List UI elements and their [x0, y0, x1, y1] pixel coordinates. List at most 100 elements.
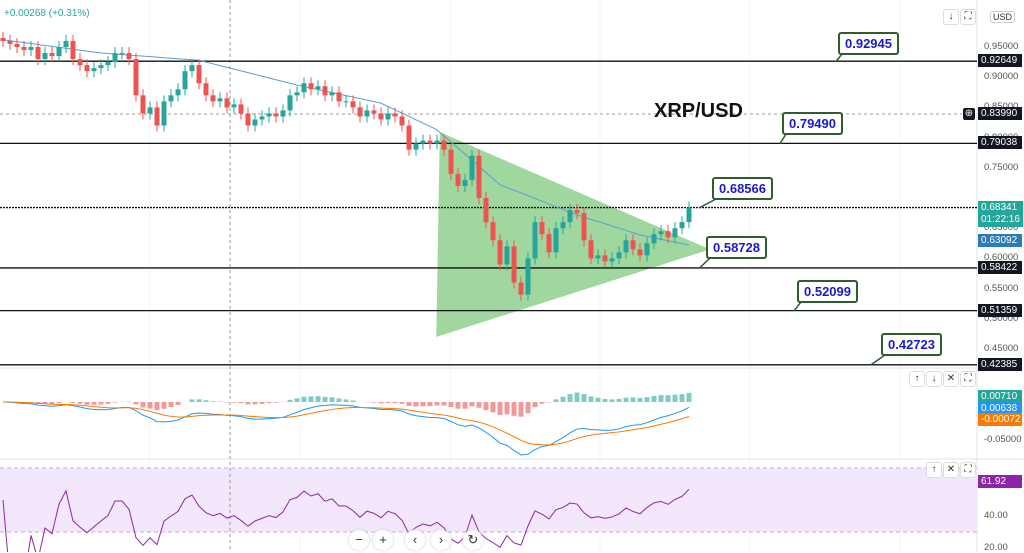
macd-histogram-bar [519, 402, 524, 417]
macd-histogram-bar [323, 397, 328, 402]
macd-histogram-bar [554, 399, 559, 402]
macd-histogram-bar [428, 402, 433, 406]
candle-body [43, 53, 48, 59]
scroll-right-button[interactable]: › [431, 530, 451, 550]
level-price-label: 0.42385 [978, 358, 1022, 371]
macd-histogram-bar [372, 402, 377, 403]
macd-histogram-bar [379, 402, 384, 403]
macd-histogram-bar [99, 402, 104, 405]
macd-histogram-bar [575, 393, 580, 402]
candle-body [687, 208, 692, 222]
candle-body [386, 113, 391, 119]
candle-body [134, 59, 139, 95]
ma-price: 0.63092 [978, 234, 1022, 247]
candle-body [673, 228, 678, 237]
macd-histogram-bar [274, 402, 279, 403]
candle-body [246, 113, 251, 125]
macd-histogram-bar [204, 400, 209, 402]
candle-body [204, 83, 209, 95]
macd-histogram-bar [680, 394, 685, 402]
macd-histogram-bar [659, 395, 664, 402]
candle-body [589, 240, 594, 258]
macd-histogram-bar [589, 396, 594, 402]
macd-histogram-bar [309, 396, 314, 402]
crosshair-add-icon[interactable]: ⊕ [963, 108, 975, 120]
candle-body [666, 231, 671, 237]
candle-body [344, 101, 349, 102]
candle-body [428, 141, 433, 144]
macd-histogram-bar [414, 402, 419, 407]
zoom-in-button[interactable]: + [373, 530, 393, 550]
reset-button[interactable]: ↻ [463, 530, 483, 550]
candle-body [372, 110, 377, 113]
macd-histogram-bar [624, 398, 629, 402]
candle-body [498, 240, 503, 264]
currency-label[interactable]: USD [990, 11, 1015, 23]
last-price-label: 0.68341 01:22:16 [978, 201, 1023, 227]
macd-histogram-bar [505, 402, 510, 414]
candle-body [533, 222, 538, 258]
candle-body [561, 222, 566, 228]
candle-body [449, 150, 454, 174]
candle-body [260, 116, 265, 119]
candle-body [540, 222, 545, 234]
candle-body [554, 228, 559, 252]
pane-up-button[interactable]: ↑ [909, 371, 925, 387]
candle-body [71, 41, 76, 59]
macd-histogram-bar [638, 398, 643, 402]
macd-histogram-bar [162, 402, 167, 409]
candle-body [638, 249, 643, 255]
candle-body [491, 222, 496, 240]
rsi-up-button[interactable]: ↑ [926, 462, 942, 478]
rsi-maximize-button[interactable]: ⛶ [960, 462, 976, 478]
macd-histogram-bar [540, 402, 545, 404]
macd-histogram-bar [57, 402, 62, 403]
candle-body [239, 104, 244, 113]
macd-histogram-bar [666, 395, 671, 402]
pane-down-button[interactable]: ↓ [926, 371, 942, 387]
rsi-value: 61.92 [978, 475, 1022, 488]
macd-histogram-bar [407, 402, 412, 406]
candle-body [29, 47, 34, 50]
macd-tick: -0.05000 [984, 434, 1022, 445]
candle-body [281, 110, 286, 116]
candle-body [225, 98, 230, 107]
pane-maximize-button[interactable]: ⛶ [960, 371, 976, 387]
candle-body [295, 92, 300, 95]
macd-histogram-bar [260, 402, 265, 404]
candle-body [127, 53, 132, 59]
candle-body [288, 95, 293, 110]
zoom-out-button[interactable]: − [349, 530, 369, 550]
level-price-label: 0.92649 [978, 54, 1022, 67]
candle-body [78, 59, 83, 65]
macd-histogram-bar [533, 402, 538, 407]
macd-histogram-bar [568, 394, 573, 402]
macd-histogram-bar [386, 402, 391, 403]
macd-histogram-bar [288, 400, 293, 402]
macd-histogram-bar [85, 402, 90, 405]
maximize-button[interactable]: ⛶ [960, 9, 976, 25]
candle-body [232, 104, 237, 107]
scroll-left-button[interactable]: ‹ [405, 530, 425, 550]
candle-body [547, 234, 552, 252]
candle-body [274, 113, 279, 116]
rsi-close-button[interactable]: ✕ [943, 462, 959, 478]
candle-body [176, 89, 181, 95]
candle-body [519, 283, 524, 295]
candle-body [267, 113, 272, 116]
macd-histogram-bar [512, 402, 517, 416]
macd-histogram-bar [267, 402, 272, 403]
macd-histogram-bar [484, 402, 489, 410]
macd-histogram-bar [526, 402, 531, 413]
macd-histogram-bar [239, 402, 244, 403]
pane-close-button[interactable]: ✕ [943, 371, 959, 387]
scroll-down-button[interactable]: ↓ [943, 9, 959, 25]
macd-histogram-bar [71, 402, 76, 403]
macd-histogram-bar [148, 402, 153, 409]
header-change: +0.00268 (+0.31%) [4, 8, 90, 19]
macd-histogram-bar [295, 398, 300, 402]
price-tick: 0.90000 [984, 71, 1018, 82]
candle-body [407, 126, 412, 150]
macd-histogram-bar [190, 399, 195, 402]
